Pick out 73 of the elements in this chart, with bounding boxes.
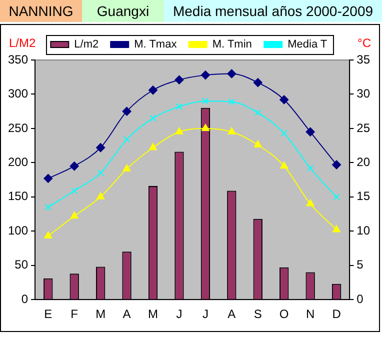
x-tick-label: F [70, 307, 78, 322]
x-tick-label: A [122, 307, 131, 322]
point [306, 164, 314, 172]
point [280, 162, 288, 169]
y2-tick-label: 20 [356, 155, 370, 169]
y2-tick-label: 5 [356, 258, 364, 272]
point [96, 143, 106, 152]
y2-axis-title: °C [358, 36, 372, 50]
x-tick-label: J [202, 307, 208, 322]
point [70, 212, 78, 219]
point [280, 130, 288, 137]
point [149, 143, 157, 150]
x-tick-label: N [306, 307, 315, 322]
y2-tick-label: 0 [356, 292, 364, 306]
y-tick-label: 300 [8, 86, 28, 101]
legend-label: M. Tmin [212, 38, 252, 51]
point [202, 98, 209, 104]
point [122, 106, 132, 116]
y-tick-label: 50 [14, 258, 28, 272]
point [200, 70, 210, 80]
point [44, 231, 52, 238]
point [253, 78, 262, 88]
point [306, 199, 314, 206]
point [70, 162, 79, 171]
y2-tick-label: 10 [356, 223, 370, 238]
point [176, 103, 183, 110]
point [227, 69, 236, 78]
point [175, 127, 184, 134]
y-tick-label: 350 [8, 52, 28, 66]
x-tick-label: J [176, 307, 182, 322]
point [333, 194, 340, 200]
point [174, 75, 184, 84]
legend-label: L/m2 [74, 38, 99, 51]
chart-subtitle: Guangxi [82, 0, 164, 22]
y-tick-label: 150 [8, 189, 28, 204]
y2-tick-label: 25 [356, 120, 370, 135]
point [44, 174, 53, 183]
point [148, 86, 158, 95]
point [123, 136, 130, 143]
point [306, 127, 315, 136]
legend-label: Media T [288, 38, 328, 51]
x-tick-label: S [254, 307, 262, 322]
point [44, 204, 52, 211]
point [96, 192, 105, 200]
x-tick-label: A [228, 307, 236, 322]
y-axis-title: L/M2 [9, 36, 36, 50]
legend-label: M. Tmax [134, 38, 178, 51]
chart-title: NANNING [0, 0, 82, 22]
point [97, 170, 104, 176]
point [122, 164, 131, 172]
point [201, 124, 210, 131]
point [71, 187, 78, 194]
y2-tick-label: 30 [356, 86, 370, 101]
point [228, 127, 236, 134]
point [228, 98, 235, 106]
x-tick-label: O [279, 307, 289, 322]
y-tick-label: 200 [8, 155, 28, 169]
y2-tick-label: 35 [356, 52, 370, 66]
y-tick-label: 0 [21, 292, 28, 306]
text: Media mensual años 2000-2009 [164, 0, 382, 22]
x-tick-label: M [148, 307, 158, 322]
point [254, 109, 262, 116]
point [254, 140, 262, 148]
point [150, 114, 156, 122]
point [332, 225, 341, 232]
x-tick-label: E [44, 307, 52, 322]
y-tick-label: 250 [8, 120, 28, 135]
x-tick-label: D [332, 307, 342, 322]
point [332, 160, 342, 170]
y-tick-label: 100 [8, 223, 28, 238]
y2-tick-label: 15 [356, 189, 370, 204]
x-tick-label: M [96, 307, 106, 322]
point [280, 95, 289, 104]
